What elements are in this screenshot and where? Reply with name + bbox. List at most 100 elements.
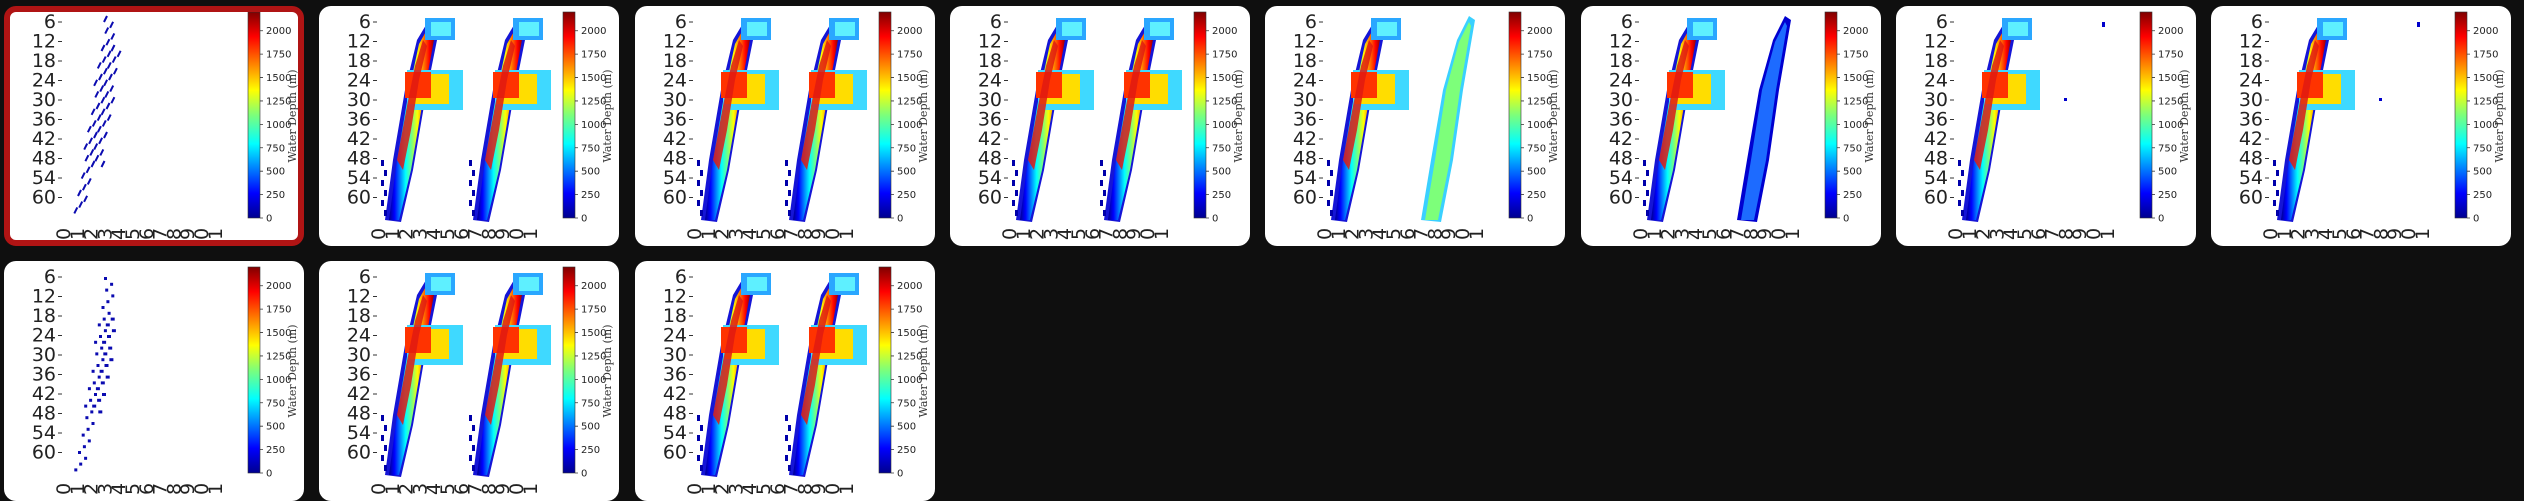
colorbar-tick-label: 2000 (581, 26, 606, 37)
y-tick-label: 12 (1293, 31, 1317, 53)
y-tick-label: 24 (1608, 70, 1632, 92)
colorbar (2139, 11, 2153, 219)
x-tick-label: 0 (684, 483, 706, 495)
thumb-5[interactable]: 6 12 18 24 30 36 42 48 54 60 0 1 2 3 4 5 6 7 8 9 0 1 0 250 500 75… (1265, 6, 1566, 246)
thumb-7[interactable]: 6 12 18 24 30 36 42 48 54 60 0 1 2 3 4 5 6 7 8 9 0 1 0 250 500 75… (1895, 6, 2196, 246)
colorbar-tick-label: 1500 (581, 328, 606, 339)
plot-area (696, 273, 867, 477)
x-tick-label: 4 (2315, 228, 2337, 240)
thumb-10[interactable]: 6 12 18 24 30 36 42 48 54 60 0 1 2 3 4 5 6 7 8 9 0 1 0 250 500 75… (319, 261, 620, 501)
colorbar-tick-label: 0 (2473, 214, 2479, 225)
y-tick-label: 12 (32, 286, 56, 308)
y-tick-label: 42 (1608, 128, 1632, 150)
x-tick-label: 6 (451, 228, 473, 240)
x-tick-label: 7 (780, 228, 802, 240)
plot-area (1642, 16, 1791, 222)
x-tick-label: 2 (396, 483, 418, 495)
x-tick-label: 3 (410, 228, 432, 240)
y-tick-label: 54 (347, 422, 371, 444)
y-tick-label: 18 (32, 305, 56, 327)
colorbar-label: Water Depth (m) (1863, 70, 1876, 163)
x-tick-label: 1 (1643, 228, 1665, 240)
colorbar-tick-label: 1750 (581, 305, 606, 316)
x-tick-label: 8 (163, 228, 185, 240)
x-tick-label: 7 (780, 483, 802, 495)
thumb-2[interactable]: 6 12 18 24 30 36 42 48 54 60 0 1 2 3 4 5 6 7 8 9 0 1 0 250 500 75… (319, 6, 620, 246)
y-tick-label: 12 (662, 286, 686, 308)
x-tick-label: 0 (2260, 228, 2282, 240)
colorbar-tick-label: 1250 (2473, 96, 2498, 107)
x-tick-label: 9 (2069, 228, 2091, 240)
colorbar-tick-label: 250 (2158, 190, 2177, 201)
colorbar (878, 11, 891, 219)
x-tick-label: 4 (108, 483, 130, 495)
x-tick-label: 3 (1356, 228, 1378, 240)
x-tick-label: 9 (2384, 228, 2406, 240)
colorbar-tick-label: 500 (266, 422, 285, 433)
x-tick-label: 9 (177, 228, 199, 240)
y-tick-label: 54 (1608, 167, 1632, 189)
thumb-11[interactable]: 6 12 18 24 30 36 42 48 54 60 0 1 2 3 4 5 6 7 8 9 0 1 0 250 500 75… (634, 261, 935, 501)
depth-map-figure: 6121824303642485460012345678901025050075… (978, 11, 1245, 240)
x-tick-label: 2 (1972, 228, 1994, 240)
x-tick-label: 4 (1685, 228, 1707, 240)
x-tick-label: 9 (808, 483, 830, 495)
colorbar-tick-label: 750 (266, 398, 285, 409)
colorbar-tick-label: 250 (266, 445, 285, 456)
x-tick-label: 0 (1452, 228, 1474, 240)
x-tick-label: 6 (1712, 228, 1734, 240)
depth-map-figure: 6121824303642485460012345678901025050075… (662, 266, 929, 495)
colorbar-tick-label: 750 (2158, 143, 2177, 154)
y-tick-label: 36 (1608, 109, 1632, 131)
y-tick-label: 60 (1608, 187, 1632, 209)
x-tick-label: 5 (2014, 228, 2036, 240)
y-tick-label: 42 (662, 128, 686, 150)
colorbar-tick-label: 750 (581, 398, 600, 409)
depth-map-figure: 6121824303642485460012345678901025050075… (347, 11, 614, 240)
colorbar-tick-label: 750 (897, 398, 916, 409)
x-tick-label: 6 (136, 228, 158, 240)
thumb-3[interactable]: 6 12 18 24 30 36 42 48 54 60 0 1 2 3 4 5 6 7 8 9 0 1 0 250 500 75… (634, 6, 935, 246)
y-tick-label: 30 (1924, 89, 1948, 111)
thumb-9[interactable]: 6 12 18 24 30 36 42 48 54 60 0 1 2 3 4 5 6 7 8 9 0 1 0 250 500 75… (4, 261, 304, 501)
colorbar-tick-label: 1750 (1527, 50, 1552, 61)
x-tick-label: 3 (94, 483, 116, 495)
x-tick-label: 3 (725, 228, 747, 240)
thumb-4[interactable]: 6 12 18 24 30 36 42 48 54 60 0 1 2 3 4 5 6 7 8 9 0 1 0 250 500 75… (949, 6, 1250, 246)
x-tick-label: 4 (739, 228, 761, 240)
thumb-8[interactable]: 6 12 18 24 30 36 42 48 54 60 0 1 2 3 4 5 6 7 8 9 0 1 0 250 500 75… (2211, 6, 2512, 246)
colorbar (2454, 11, 2468, 219)
y-tick-label: 36 (662, 109, 686, 131)
x-tick-label: 6 (136, 483, 158, 495)
colorbar-tick-label: 1250 (581, 351, 606, 362)
depth-map-figure: 6121824303642485460012345678901025050075… (32, 266, 299, 495)
y-tick-label: 30 (1608, 89, 1632, 111)
y-tick-label: 24 (1293, 70, 1317, 92)
x-tick-label: 8 (1740, 228, 1762, 240)
colorbar-tick-label: 250 (1527, 190, 1546, 201)
colorbar-tick-label: 0 (897, 214, 903, 225)
y-tick-label: 30 (2239, 89, 2263, 111)
colorbar-tick-label: 750 (581, 143, 600, 154)
colorbar-tick-label: 2000 (2158, 26, 2183, 37)
x-tick-label: 1 (67, 483, 89, 495)
y-tick-label: 6 (1305, 11, 1317, 33)
thumb-1[interactable]: 6 12 18 24 30 36 42 48 54 60 0 1 2 3 4 5 6 7 8 9 0 1 0 250 500 75… (4, 6, 304, 246)
colorbar-label: Water Depth (m) (2493, 70, 2506, 163)
x-tick-label: 8 (1109, 228, 1131, 240)
x-tick-label: 1 (835, 483, 857, 495)
thumb-6[interactable]: 6 12 18 24 30 36 42 48 54 60 0 1 2 3 4 5 6 7 8 9 0 1 0 250 500 75… (1580, 6, 1881, 246)
colorbar-tick-label: 1250 (897, 96, 922, 107)
x-tick-label: 1 (697, 228, 719, 240)
y-tick-label: 18 (1293, 50, 1317, 72)
x-tick-label: 7 (2357, 228, 2379, 240)
y-tick-label: 42 (32, 128, 56, 150)
x-tick-label: 0 (1768, 228, 1790, 240)
x-tick-label: 1 (1151, 228, 1173, 240)
colorbar-tick-label: 2000 (2473, 26, 2498, 37)
x-tick-label: 4 (2000, 228, 2022, 240)
y-tick-label: 48 (347, 403, 371, 425)
x-tick-label: 9 (1438, 228, 1460, 240)
x-tick-label: 3 (410, 483, 432, 495)
colorbar-tick-label: 1500 (2158, 73, 2183, 84)
